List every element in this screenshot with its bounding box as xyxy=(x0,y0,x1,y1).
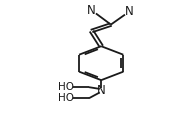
Text: HO: HO xyxy=(58,93,74,103)
Text: N: N xyxy=(125,5,134,18)
Text: N: N xyxy=(87,4,96,17)
Text: HO: HO xyxy=(58,82,74,92)
Text: N: N xyxy=(97,84,106,97)
